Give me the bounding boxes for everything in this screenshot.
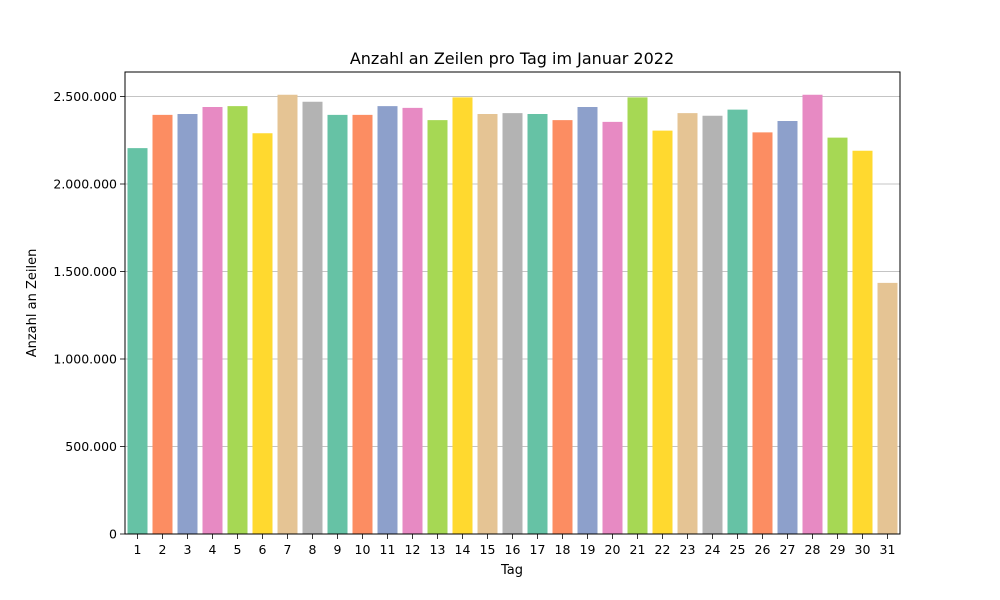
x-tick-label: 9 (334, 542, 342, 557)
bar (602, 121, 623, 534)
x-axis-label: Tag (500, 563, 523, 578)
bar (652, 130, 673, 534)
y-tick-label: 2.000.000 (53, 177, 117, 192)
y-tick-label: 500.000 (65, 439, 117, 454)
x-tick-label: 6 (259, 542, 267, 557)
chart-title: Anzahl an Zeilen pro Tag im Januar 2022 (350, 49, 674, 68)
bar (727, 109, 748, 534)
bar (327, 114, 348, 534)
bar (452, 97, 473, 534)
bar (527, 114, 548, 534)
x-tick-label: 8 (309, 542, 317, 557)
x-tick-label: 24 (705, 542, 721, 557)
bar (252, 133, 273, 534)
x-tick-label: 11 (380, 542, 396, 557)
bars (127, 94, 898, 534)
bar (277, 94, 298, 534)
bar (852, 150, 873, 534)
bar (502, 113, 523, 534)
x-tick-label: 14 (455, 542, 471, 557)
bar (752, 132, 773, 534)
x-tick-label: 12 (405, 542, 421, 557)
bar (377, 106, 398, 534)
x-tick-label: 2 (159, 542, 167, 557)
bar (577, 107, 598, 534)
x-tick-label: 10 (355, 542, 371, 557)
x-tick-label: 5 (234, 542, 242, 557)
bar (202, 107, 223, 534)
bar (227, 106, 248, 534)
x-tick-label: 3 (184, 542, 192, 557)
bar (152, 114, 173, 534)
bar (827, 137, 848, 534)
x-tick-label: 20 (605, 542, 621, 557)
x-tick-label: 23 (680, 542, 696, 557)
x-axis-ticks: 1 2 3 4 5 6 7 8 9 10 11 12 13 14 15 16 17 18 19 20 21 22 23 24 2… (134, 534, 896, 557)
x-tick-label: 7 (284, 542, 292, 557)
bar (352, 114, 373, 534)
bar (552, 120, 573, 534)
x-tick-label: 19 (580, 542, 596, 557)
x-tick-label: 13 (430, 542, 446, 557)
y-axis-label: Anzahl an Zeilen (25, 249, 40, 358)
x-tick-label: 16 (505, 542, 521, 557)
x-tick-label: 31 (880, 542, 896, 557)
x-tick-label: 27 (780, 542, 796, 557)
x-tick-label: 18 (555, 542, 571, 557)
x-tick-label: 28 (805, 542, 821, 557)
x-tick-label: 1 (134, 542, 142, 557)
bar (127, 148, 148, 534)
y-axis-ticks: 0 500.000 1.000.000 1.500.000 2.000.000 2.500… (53, 89, 125, 542)
bar (677, 113, 698, 534)
bar (702, 115, 723, 534)
x-tick-label: 25 (730, 542, 746, 557)
bar (627, 97, 648, 534)
bar (402, 107, 423, 534)
x-tick-label: 15 (480, 542, 496, 557)
x-tick-label: 29 (830, 542, 846, 557)
y-tick-label: 2.500.000 (53, 89, 117, 104)
y-tick-label: 0 (109, 527, 117, 542)
x-tick-label: 26 (755, 542, 771, 557)
bar (877, 282, 898, 534)
bar (177, 114, 198, 534)
x-tick-label: 30 (855, 542, 871, 557)
x-tick-label: 21 (630, 542, 646, 557)
x-tick-label: 22 (655, 542, 671, 557)
bar (777, 121, 798, 534)
y-tick-label: 1.500.000 (53, 264, 117, 279)
x-tick-label: 4 (209, 542, 217, 557)
bar (427, 120, 448, 534)
bar (302, 101, 323, 534)
bar (477, 114, 498, 534)
x-tick-label: 17 (530, 542, 546, 557)
y-tick-label: 1.000.000 (53, 352, 117, 367)
bar (802, 94, 823, 534)
